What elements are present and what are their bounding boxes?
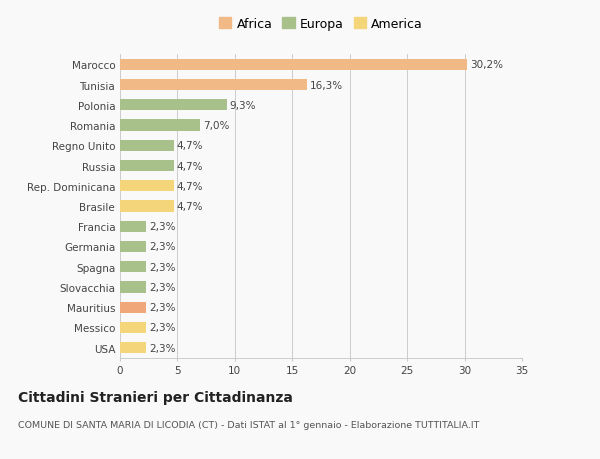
Text: COMUNE DI SANTA MARIA DI LICODIA (CT) - Dati ISTAT al 1° gennaio - Elaborazione : COMUNE DI SANTA MARIA DI LICODIA (CT) - … [18,420,479,429]
Text: 4,7%: 4,7% [177,181,203,191]
Text: 2,3%: 2,3% [149,222,176,232]
Bar [120,262,146,273]
Bar [120,322,146,333]
Text: 4,7%: 4,7% [177,141,203,151]
Text: 2,3%: 2,3% [149,262,176,272]
Text: 4,7%: 4,7% [177,161,203,171]
Bar [120,302,146,313]
Bar [120,60,467,71]
Bar [120,140,174,151]
Bar [120,241,146,252]
Legend: Africa, Europa, America: Africa, Europa, America [214,13,428,36]
Text: 4,7%: 4,7% [177,202,203,212]
Bar [120,80,307,91]
Bar [120,201,174,212]
Bar [120,181,174,192]
Text: 30,2%: 30,2% [470,60,503,70]
Text: 9,3%: 9,3% [230,101,256,111]
Bar [120,100,227,111]
Bar [120,161,174,172]
Bar [120,120,200,131]
Text: 2,3%: 2,3% [149,323,176,333]
Text: 2,3%: 2,3% [149,343,176,353]
Bar [120,342,146,353]
Text: 2,3%: 2,3% [149,302,176,313]
Bar [120,282,146,293]
Text: 2,3%: 2,3% [149,282,176,292]
Text: 7,0%: 7,0% [203,121,230,131]
Text: 16,3%: 16,3% [310,80,343,90]
Bar [120,221,146,232]
Text: 2,3%: 2,3% [149,242,176,252]
Text: Cittadini Stranieri per Cittadinanza: Cittadini Stranieri per Cittadinanza [18,390,293,404]
